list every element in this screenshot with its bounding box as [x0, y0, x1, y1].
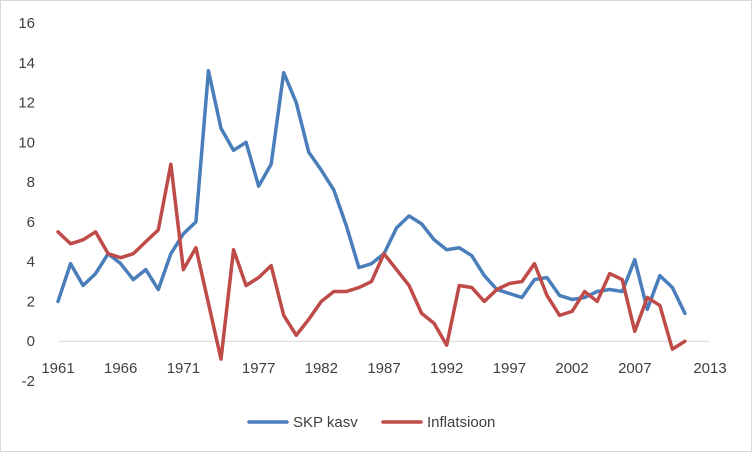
legend-label-1: SKP kasv	[293, 414, 358, 431]
legend: SKP kasv Inflatsioon	[247, 414, 495, 431]
x-tick-label: 1997	[493, 360, 526, 377]
x-tick-label: 1992	[430, 360, 463, 377]
x-tick-label: 1982	[305, 360, 338, 377]
y-tick-label: 6	[27, 214, 35, 231]
series-layer	[56, 68, 687, 361]
y-tick-label: 2	[27, 293, 35, 310]
y-axis-ticks: -2 0 2 4 6 8 10 12 14 16	[18, 15, 35, 390]
y-tick-label: 16	[18, 15, 35, 32]
x-tick-label: 1966	[104, 360, 137, 377]
x-tick-label: 1961	[41, 360, 74, 377]
y-tick-label: 10	[18, 134, 35, 151]
y-tick-label: 8	[27, 174, 35, 191]
x-tick-label: 1977	[242, 360, 275, 377]
x-tick-label: 2002	[555, 360, 588, 377]
x-tick-label: 2013	[693, 360, 726, 377]
x-tick-label: 1971	[167, 360, 200, 377]
x-axis-ticks: 1961 1966 1971 1977 1982 1987 1992 1997 2002 2007…	[41, 360, 726, 377]
y-tick-label: 0	[27, 333, 35, 350]
legend-label-2: Inflatsioon	[427, 414, 495, 431]
x-tick-label: 1987	[367, 360, 400, 377]
y-tick-label: 4	[27, 254, 35, 271]
y-tick-label: 14	[18, 55, 35, 72]
y-tick-label: 12	[18, 95, 35, 112]
y-tick-label: -2	[22, 373, 35, 390]
series-line-1	[56, 68, 687, 316]
series-line-2	[56, 162, 687, 361]
x-tick-label: 2007	[618, 360, 651, 377]
